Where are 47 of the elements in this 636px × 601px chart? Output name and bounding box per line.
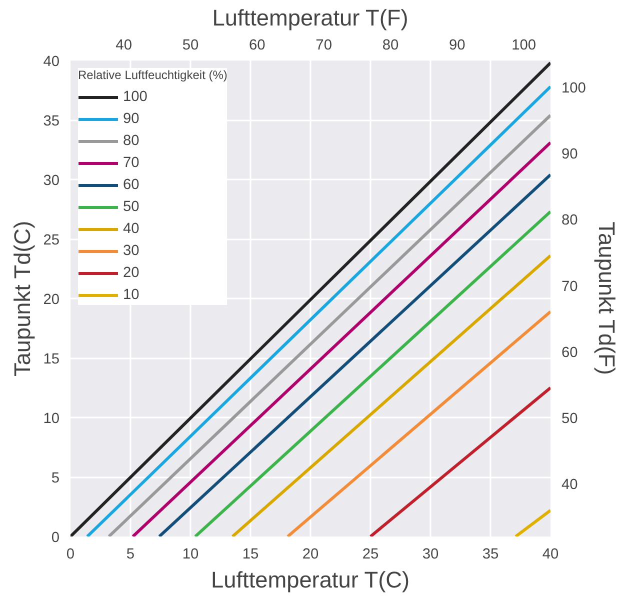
y-tick-label: 20 xyxy=(43,292,60,308)
legend-title: Relative Luftfeuchtigkeit (%) xyxy=(78,68,228,82)
x2-tick-label: 60 xyxy=(249,38,266,54)
y2-tick-label: 40 xyxy=(562,477,578,494)
x-tick-label: 35 xyxy=(482,546,499,562)
legend-label: 40 xyxy=(123,221,140,237)
y-axis-title: Taupunkt Td(C) xyxy=(9,220,36,377)
y2-tick-label: 100 xyxy=(562,80,586,96)
y-tick-label: 0 xyxy=(51,530,60,546)
x-tick-label: 15 xyxy=(242,546,259,562)
x2-tick-label: 70 xyxy=(316,38,332,54)
x-tick-label: 40 xyxy=(542,546,559,562)
x-tick-label: 5 xyxy=(126,546,135,562)
legend-label: 80 xyxy=(123,133,140,149)
legend-label: 30 xyxy=(123,243,140,259)
x-tick-label: 20 xyxy=(302,546,319,562)
x2-tick-label: 80 xyxy=(382,38,399,54)
y2-tick-label: 60 xyxy=(562,344,578,361)
legend-label: 20 xyxy=(123,265,140,281)
y-tick-label: 5 xyxy=(51,470,60,486)
x-tick-label: 30 xyxy=(422,546,439,562)
x-axis-title: Lufttemperatur T(C) xyxy=(211,566,410,592)
legend-label: 10 xyxy=(123,287,140,303)
x2-tick-label: 40 xyxy=(116,38,132,54)
x2-axis-title: Lufttemperatur T(F) xyxy=(212,4,408,30)
legend-label: 70 xyxy=(123,155,140,171)
y2-tick-label: 50 xyxy=(562,411,578,427)
y2-axis-title: Taupunkt Td(F) xyxy=(594,222,620,375)
legend-label: 100 xyxy=(123,89,148,105)
y-tick-label: 30 xyxy=(43,173,60,189)
x2-tick-label: 90 xyxy=(449,38,466,54)
legend-label: 50 xyxy=(123,199,140,215)
y-tick-label: 15 xyxy=(43,352,60,368)
y-tick-label: 10 xyxy=(43,411,60,427)
x-tick-label: 10 xyxy=(182,546,199,562)
y2-tick-label: 90 xyxy=(562,146,578,163)
x-tick-label: 0 xyxy=(66,546,75,562)
x-tick-label: 25 xyxy=(362,546,379,562)
y2-tick-label: 80 xyxy=(562,212,578,229)
y-tick-label: 35 xyxy=(43,114,60,130)
legend-label: 60 xyxy=(123,177,140,193)
legend-label: 90 xyxy=(123,111,140,127)
y-tick-label: 25 xyxy=(43,232,60,248)
y2-tick-label: 70 xyxy=(562,278,578,295)
x2-tick-label: 50 xyxy=(182,38,199,54)
y-tick-label: 40 xyxy=(43,54,60,70)
x2-tick-label: 100 xyxy=(512,38,536,54)
